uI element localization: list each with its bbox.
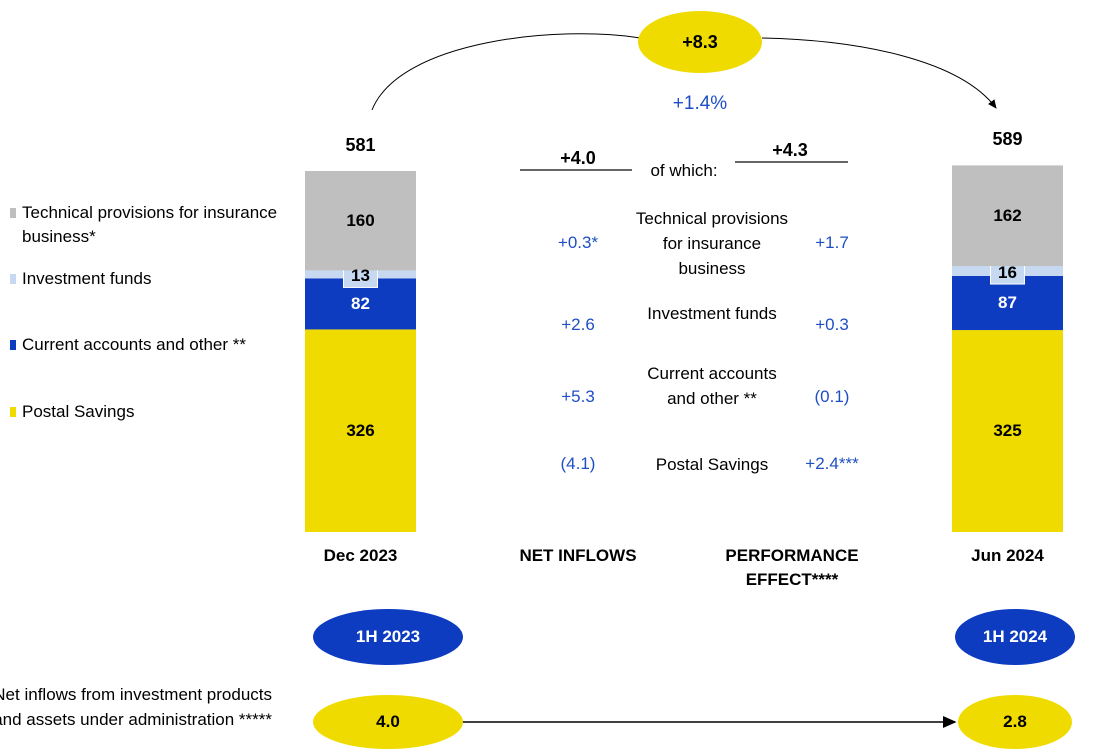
row-net: +0.3* (557, 233, 599, 252)
bar-segment (952, 165, 1063, 267)
category-label: Dec 2023 (323, 546, 398, 565)
row-name: Technical provisions for insurance busin… (635, 209, 789, 278)
segment-label: 326 (346, 420, 375, 440)
total-label: 581 (345, 135, 376, 155)
perf-total: +4.3 (772, 140, 808, 160)
row-net: (4.1) (560, 454, 596, 473)
row-name: Current accounts and other ** (647, 364, 777, 408)
legend-label: Postal Savings (22, 402, 135, 421)
inflow-bubble (958, 695, 1072, 749)
of-which: of which: (650, 161, 718, 180)
perf-label: PERFORMANCE EFFECT**** (725, 546, 859, 589)
period-bubble (955, 609, 1075, 665)
legend-marker (10, 274, 16, 284)
bar-segment (952, 330, 1063, 532)
row-perf: (0.1) (814, 387, 850, 406)
inflow-value: 2.8 (1003, 712, 1027, 731)
segment-label: 13 (351, 266, 370, 286)
legend-label: Current accounts and other ** (22, 335, 246, 354)
legend-label: Technical provisions for insurance busin… (22, 203, 278, 246)
bar-segment (305, 329, 416, 532)
legend-marker (10, 407, 16, 417)
bar-segment (952, 276, 1063, 331)
change-bubble (638, 11, 762, 73)
legend-marker (10, 208, 16, 218)
period: 1H 2024 (982, 627, 1048, 646)
row-perf: +2.4*** (805, 454, 859, 473)
segment-label: 16 (998, 263, 1017, 283)
category-label: Jun 2024 (971, 546, 1044, 565)
row-name: Postal Savings (655, 455, 769, 474)
segment-label: 82 (351, 293, 370, 313)
inflow-label: Net inflows from investment products and… (0, 685, 272, 729)
row-perf: +0.3 (815, 315, 849, 334)
change-percent: +1.4% (672, 93, 728, 114)
segment-label: 325 (993, 421, 1022, 441)
segment-label: 162 (993, 205, 1022, 225)
change-value: +8.3 (682, 32, 718, 52)
row-net: +2.6 (561, 315, 595, 334)
legend-marker (10, 340, 16, 350)
row-name: Investment funds (647, 304, 777, 323)
total-label: 589 (992, 129, 1023, 150)
period-bubble (313, 609, 463, 665)
change-arc (371, 33, 996, 110)
segment-label: 160 (346, 210, 375, 230)
inflow-bubble (313, 695, 463, 749)
bar-segment (305, 171, 416, 271)
period: 1H 2023 (355, 627, 421, 646)
net-total: +4.0 (560, 148, 596, 168)
net-label: NET INFLOWS (519, 546, 637, 565)
legend-label: Investment funds (22, 269, 152, 288)
segment-label: 87 (998, 293, 1017, 313)
inflow-value: 4.0 (376, 712, 400, 731)
row-net: +5.3 (561, 387, 595, 406)
row-perf: +1.7 (815, 233, 849, 252)
